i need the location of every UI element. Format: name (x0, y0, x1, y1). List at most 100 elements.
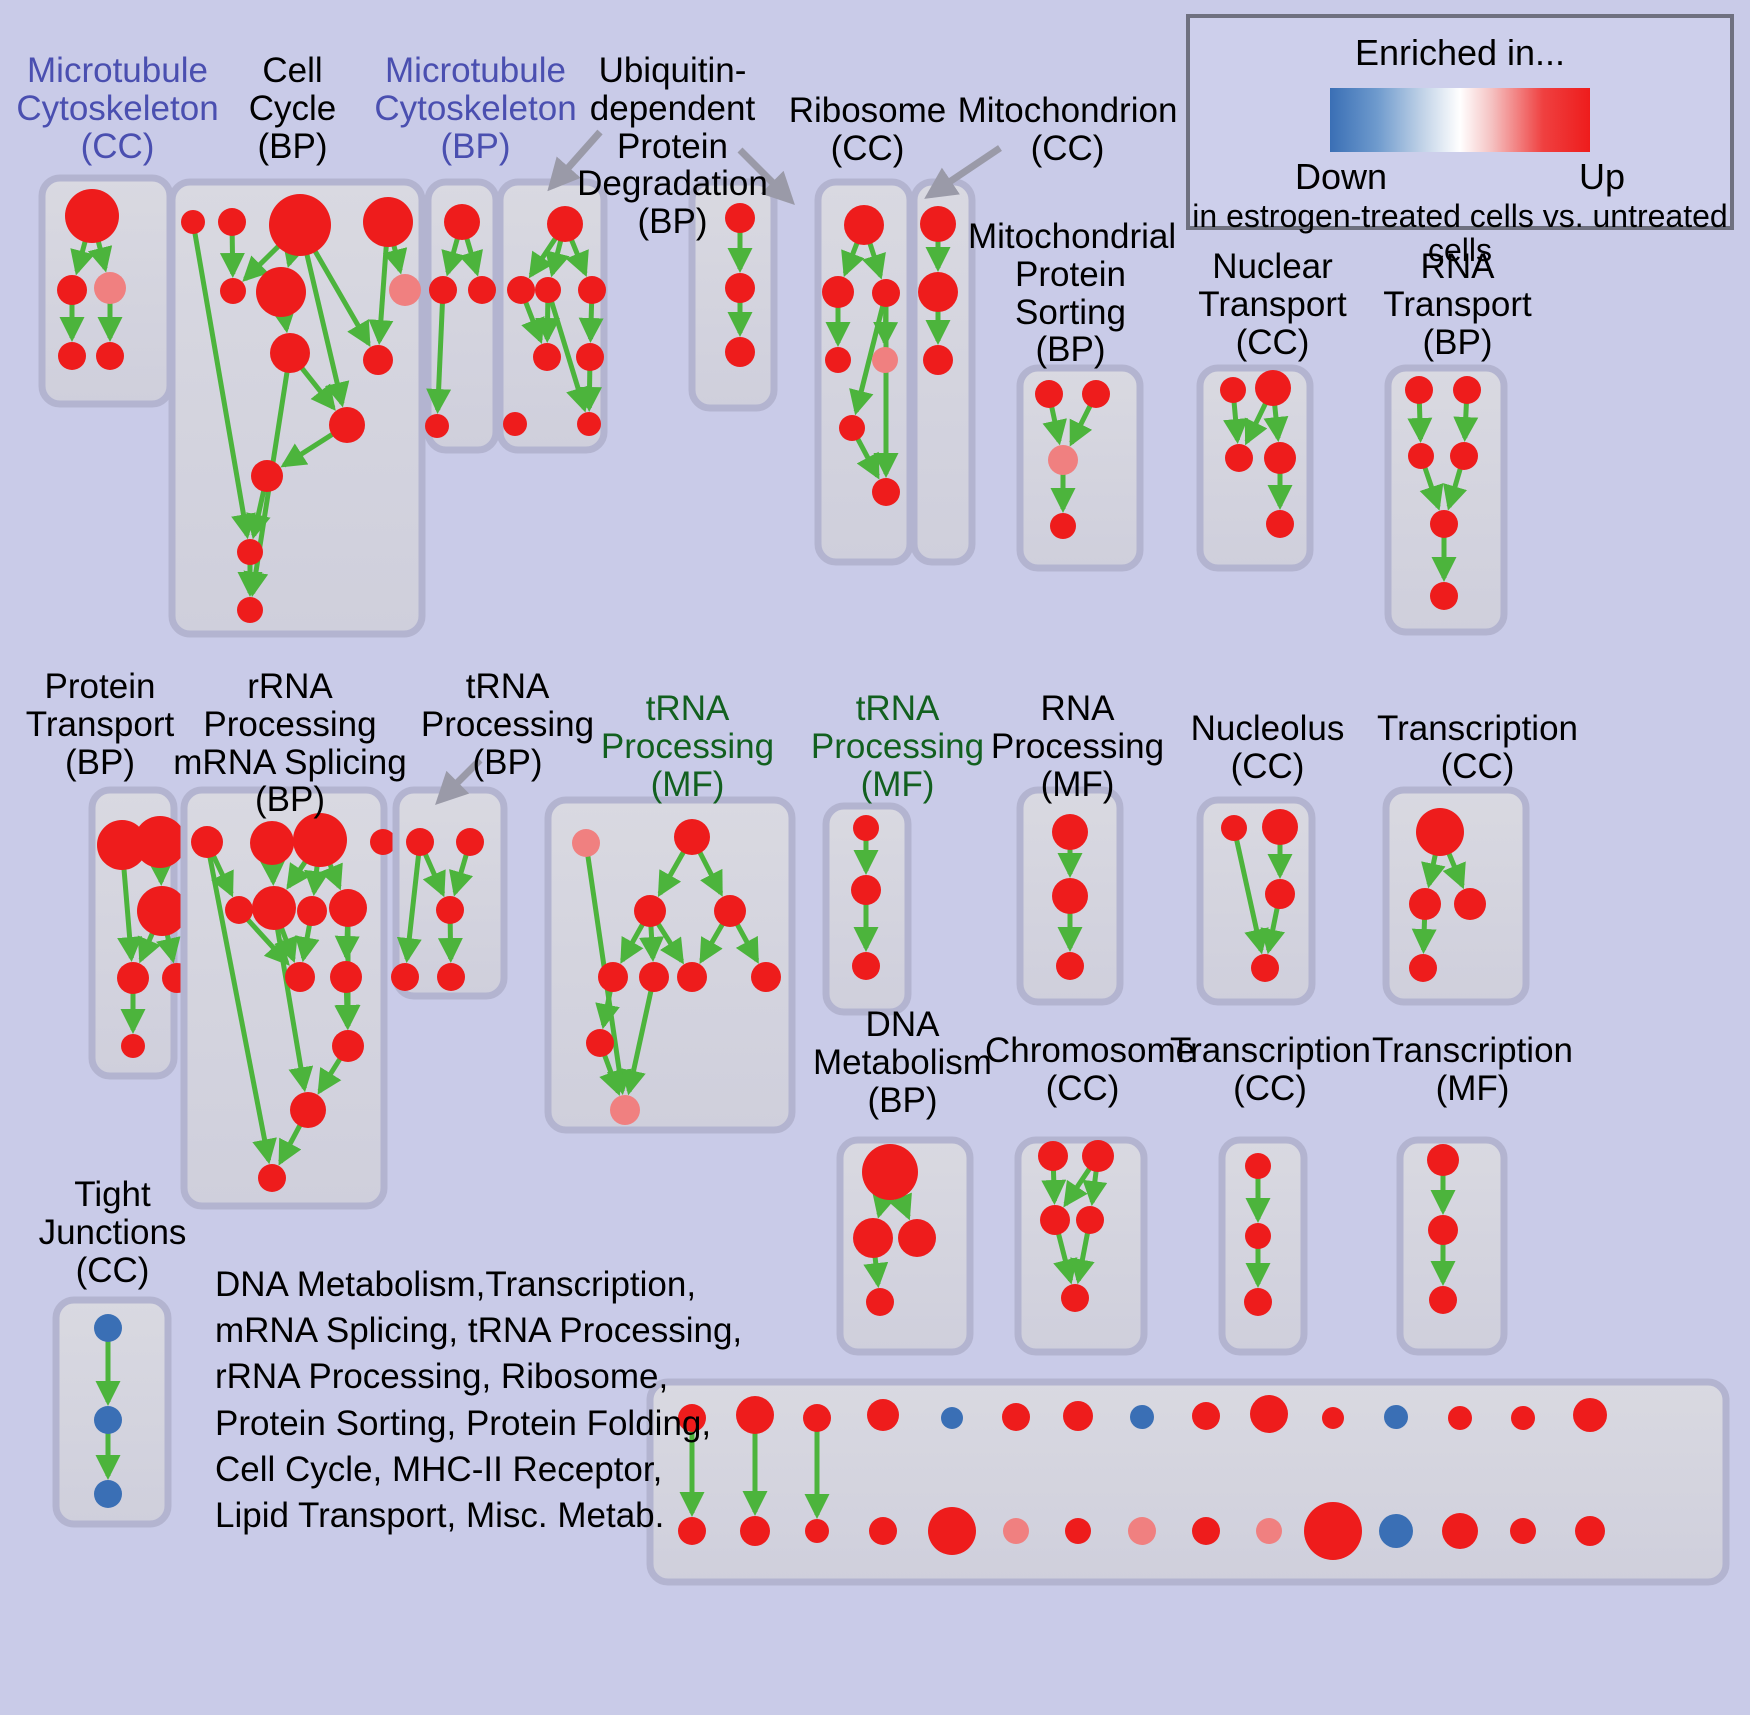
gene-node[interactable] (1430, 510, 1458, 538)
gene-node[interactable] (258, 1164, 286, 1192)
gene-node[interactable] (634, 895, 666, 927)
gene-node[interactable] (94, 1406, 122, 1434)
gene-node[interactable] (329, 407, 365, 443)
gene-node[interactable] (391, 963, 419, 991)
gene-node[interactable] (468, 276, 496, 304)
gene-node[interactable] (1035, 380, 1063, 408)
gene-node[interactable] (117, 962, 149, 994)
gene-node[interactable] (866, 1288, 894, 1316)
gene-node[interactable] (610, 1095, 640, 1125)
gene-node[interactable] (1002, 1403, 1030, 1431)
gene-node[interactable] (677, 962, 707, 992)
gene-node[interactable] (1454, 888, 1486, 920)
gene-node[interactable] (250, 821, 294, 865)
gene-node[interactable] (1442, 1513, 1478, 1549)
gene-node[interactable] (736, 1396, 774, 1434)
gene-node[interactable] (57, 275, 87, 305)
gene-node[interactable] (389, 274, 421, 306)
gene-node[interactable] (851, 875, 881, 905)
gene-node[interactable] (406, 828, 434, 856)
gene-node[interactable] (191, 826, 223, 858)
gene-node[interactable] (225, 896, 253, 924)
gene-node[interactable] (1038, 1141, 1068, 1171)
gene-node[interactable] (852, 952, 880, 980)
gene-node[interactable] (1128, 1517, 1156, 1545)
gene-node[interactable] (578, 276, 606, 304)
gene-node[interactable] (725, 203, 755, 233)
gene-node[interactable] (867, 1399, 899, 1431)
gene-node[interactable] (251, 460, 283, 492)
gene-node[interactable] (714, 895, 746, 927)
gene-node[interactable] (290, 1092, 326, 1128)
gene-node[interactable] (1250, 1395, 1288, 1433)
gene-node[interactable] (1266, 510, 1294, 538)
gene-node[interactable] (1264, 442, 1296, 474)
gene-node[interactable] (740, 1516, 770, 1546)
gene-node[interactable] (1379, 1514, 1413, 1548)
gene-node[interactable] (1056, 952, 1084, 980)
gene-node[interactable] (1244, 1288, 1272, 1316)
gene-node[interactable] (822, 276, 854, 308)
gene-node[interactable] (269, 194, 331, 256)
gene-node[interactable] (58, 342, 86, 370)
gene-node[interactable] (1405, 376, 1433, 404)
gene-node[interactable] (1450, 442, 1478, 470)
gene-node[interactable] (1245, 1153, 1271, 1179)
gene-node[interactable] (1428, 1215, 1458, 1245)
gene-node[interactable] (1048, 445, 1078, 475)
gene-node[interactable] (839, 415, 865, 441)
gene-node[interactable] (363, 197, 413, 247)
gene-node[interactable] (121, 1034, 145, 1058)
gene-node[interactable] (1052, 814, 1088, 850)
gene-node[interactable] (751, 962, 781, 992)
gene-node[interactable] (1052, 878, 1088, 914)
gene-node[interactable] (1003, 1518, 1029, 1544)
gene-node[interactable] (1040, 1205, 1070, 1235)
gene-node[interactable] (1430, 582, 1458, 610)
gene-node[interactable] (725, 337, 755, 367)
gene-node[interactable] (1429, 1286, 1457, 1314)
gene-node[interactable] (1251, 954, 1279, 982)
gene-node[interactable] (1082, 380, 1110, 408)
gene-node[interactable] (1448, 1406, 1472, 1430)
gene-node[interactable] (1063, 1401, 1093, 1431)
gene-node[interactable] (425, 414, 449, 438)
gene-node[interactable] (1065, 1518, 1091, 1544)
gene-node[interactable] (1265, 879, 1295, 909)
gene-node[interactable] (1245, 1223, 1271, 1249)
gene-node[interactable] (1225, 444, 1253, 472)
gene-node[interactable] (586, 1029, 614, 1057)
gene-node[interactable] (137, 886, 187, 936)
gene-node[interactable] (547, 206, 583, 242)
gene-node[interactable] (220, 278, 246, 304)
gene-node[interactable] (872, 347, 898, 373)
gene-node[interactable] (1130, 1405, 1154, 1429)
gene-node[interactable] (1409, 954, 1437, 982)
gene-node[interactable] (97, 820, 147, 870)
gene-node[interactable] (1427, 1144, 1459, 1176)
gene-node[interactable] (1453, 376, 1481, 404)
gene-node[interactable] (1061, 1284, 1089, 1312)
gene-node[interactable] (678, 1404, 706, 1432)
gene-node[interactable] (872, 279, 900, 307)
gene-node[interactable] (237, 597, 263, 623)
gene-node[interactable] (237, 539, 263, 565)
gene-node[interactable] (923, 345, 953, 375)
gene-node[interactable] (572, 829, 600, 857)
gene-node[interactable] (1262, 809, 1298, 845)
gene-node[interactable] (270, 333, 310, 373)
gene-node[interactable] (1408, 443, 1434, 469)
gene-node[interactable] (1416, 808, 1464, 856)
gene-node[interactable] (1575, 1516, 1605, 1546)
gene-node[interactable] (1573, 1398, 1607, 1432)
gene-node[interactable] (1192, 1517, 1220, 1545)
gene-node[interactable] (725, 273, 755, 303)
gene-node[interactable] (503, 412, 527, 436)
gene-node[interactable] (1511, 1406, 1535, 1430)
gene-node[interactable] (96, 342, 124, 370)
gene-node[interactable] (370, 829, 396, 855)
gene-node[interactable] (444, 204, 480, 240)
gene-node[interactable] (1076, 1206, 1104, 1234)
gene-node[interactable] (94, 272, 126, 304)
gene-node[interactable] (898, 1219, 936, 1257)
